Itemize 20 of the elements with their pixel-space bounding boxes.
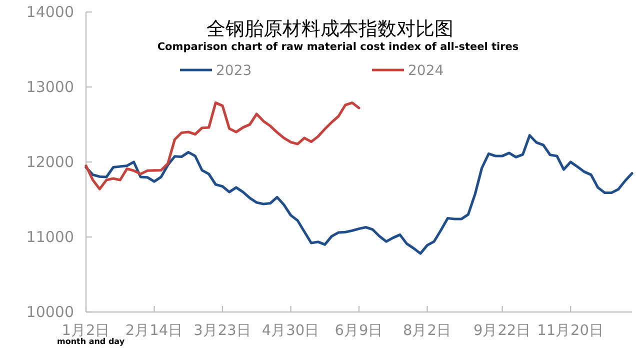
x-tick-label: 2月14日	[125, 323, 184, 339]
x-tick-label: 9月22日	[473, 323, 532, 339]
x-tick-label: 1月2日	[62, 323, 110, 339]
y-tick-label: 11000	[26, 228, 74, 246]
chart-title: 全钢胎原材料成本指数对比图	[206, 18, 454, 40]
x-tick-label: 3月23日	[194, 323, 252, 339]
y-tick-label: 13000	[26, 78, 74, 96]
x-axis-title: month and day	[57, 337, 126, 346]
x-tick-label: 4月30日	[262, 323, 320, 339]
y-tick-label: 10000	[26, 303, 74, 321]
y-tick-label: 12000	[26, 153, 74, 171]
line-series	[84, 101, 360, 190]
line-series	[84, 134, 634, 255]
x-tick-label: 8月2日	[403, 323, 452, 339]
x-tick-label: 6月9日	[334, 323, 384, 339]
legend-label: 2024	[408, 63, 444, 79]
legend-label: 2023	[216, 63, 252, 79]
x-tick-label: 11月20日	[537, 323, 604, 339]
text: Comparison chart of raw material cost index of all-steel tires	[157, 41, 519, 53]
y-tick-label: 14000	[26, 3, 74, 21]
